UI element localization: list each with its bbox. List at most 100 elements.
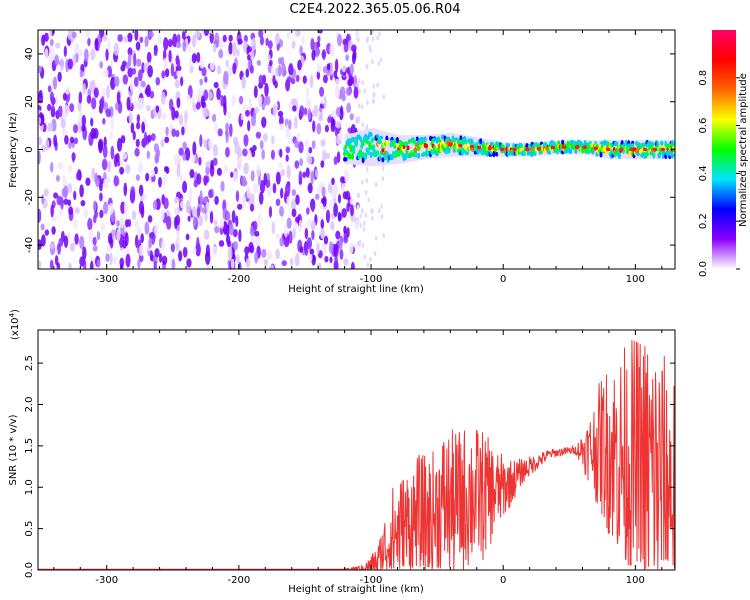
heatmap-noise-cell [133, 52, 137, 67]
heatmap-noise-cell [345, 54, 350, 62]
heatmap-noise-cell [198, 215, 204, 227]
signal-band-cell [357, 155, 361, 160]
heatmap-noise-cell [165, 126, 169, 136]
signal-band-cell [344, 157, 348, 162]
heatmap-noise-cell [271, 135, 275, 145]
heatmap-noise-cell [203, 175, 208, 186]
heatmap-noise-cell [160, 139, 165, 148]
signal-band-cell [348, 153, 352, 160]
signal-band-cell [561, 139, 565, 145]
heatmap-noise-cell [302, 171, 307, 178]
heatmap-noise-cell [148, 31, 154, 38]
heatmap-noise-cell [71, 152, 76, 163]
heatmap-fringe-cell [359, 222, 362, 228]
heatmap-noise-cell [174, 79, 180, 89]
signal-band-cell [414, 151, 418, 158]
heatmap-noise-cell [270, 65, 275, 78]
heatmap-noise-cell [311, 140, 316, 150]
heatmap-noise-cell [311, 230, 315, 240]
snr-scale-base: (x10 [10, 317, 21, 340]
signal-peak-cell [652, 147, 658, 152]
signal-halo [411, 135, 414, 162]
signal-halo [365, 129, 368, 166]
heatmap-fringe-cell [378, 31, 381, 37]
heatmap-noise-cell [136, 58, 142, 67]
heatmap-noise-cell [247, 54, 251, 61]
heatmap-noise-cell [275, 198, 281, 207]
heatmap-noise-cell [253, 85, 258, 99]
heatmap-noise-cell [137, 161, 143, 174]
heatmap-noise-cell [349, 203, 354, 217]
x-tick-label: -200 [228, 575, 251, 586]
signal-band-cell [526, 150, 530, 156]
heatmap-noise-cell [275, 248, 280, 260]
signal-band-cell [407, 139, 411, 145]
heatmap-noise-cell [57, 105, 63, 118]
heatmap-noise-cell [341, 94, 346, 102]
heatmap-noise-cell [299, 158, 304, 167]
heatmap-noise-cell [161, 240, 166, 251]
heatmap-noise-cell [62, 92, 67, 101]
heatmap-noise-cell [225, 211, 231, 221]
signal-peak-cell [524, 147, 530, 152]
heatmap-noise-cell [196, 206, 201, 219]
heatmap-noise-cell [237, 147, 242, 158]
heatmap-fringe-cell [361, 208, 364, 214]
heatmap-noise-cell [38, 117, 42, 125]
signal-band-cell [376, 134, 380, 138]
heatmap-noise-cell [337, 193, 342, 204]
y-tick-label: 40 [24, 48, 35, 61]
heatmap-fringe-cell [381, 165, 385, 171]
heatmap-noise-cell [248, 241, 254, 254]
heatmap-noise-cell [112, 256, 118, 264]
y-tick-label: 0.5 [24, 521, 35, 537]
heatmap-noise-cell [199, 78, 203, 86]
heatmap-noise-cell [278, 115, 284, 126]
heatmap-fringe-cell [372, 93, 375, 99]
heatmap-noise-cell [67, 164, 73, 173]
heatmap-noise-cell [316, 110, 321, 118]
signal-band-cell [600, 140, 604, 147]
y-tick-label: 2.0 [24, 397, 35, 413]
heatmap-noise-cell [279, 237, 285, 247]
signal-band-cell [475, 141, 479, 147]
heatmap-noise-cell [339, 129, 343, 141]
y-tick-label: 20 [24, 95, 35, 108]
heatmap-noise-cell [214, 123, 218, 133]
heatmap-noise-cell [182, 152, 187, 161]
signal-halo [395, 134, 398, 165]
heatmap-noise-cell [120, 135, 126, 144]
heatmap-noise-cell [295, 216, 300, 223]
snr-ylabel: SNR (10 * v/v) [8, 414, 19, 485]
signal-halo [385, 132, 389, 165]
heatmap-noise-cell [53, 134, 58, 147]
heatmap-noise-cell [161, 112, 167, 121]
signal-band-cell [361, 151, 365, 158]
signal-halo [461, 134, 465, 157]
heatmap-noise-cell [331, 177, 335, 186]
heatmap-noise-cell [196, 52, 201, 63]
signal-band-cell [476, 149, 480, 154]
heatmap-noise-cell [175, 230, 181, 244]
signal-band-cell [520, 143, 524, 148]
heatmap-noise-cell [158, 176, 162, 188]
heatmap-noise-cell [289, 62, 293, 73]
heatmap-noise-cell [127, 218, 132, 228]
heatmap-noise-cell [268, 59, 273, 66]
colorbar: 0.0 0.2 0.4 0.6 0.8 Normalized spectral ampl… [698, 30, 749, 277]
svg-text:(x104): (x104) [8, 309, 21, 340]
heatmap-noise-cell [351, 44, 357, 53]
signal-band-cell [617, 152, 621, 160]
heatmap-noise-cell [167, 38, 173, 48]
heatmap-noise-cell [133, 76, 139, 88]
heatmap-noise-cell [51, 105, 55, 114]
signal-peak-cell [593, 146, 598, 151]
heatmap-noise-cell [203, 30, 210, 37]
heatmap-noise-cell [135, 174, 141, 181]
heatmap-noise-cell [50, 161, 54, 173]
heatmap-noise-cell [251, 150, 256, 158]
heatmap-noise-cell [108, 202, 114, 215]
heatmap-noise-cell [99, 192, 103, 202]
heatmap-noise-cell [245, 109, 250, 117]
signal-band-cell [352, 146, 356, 153]
